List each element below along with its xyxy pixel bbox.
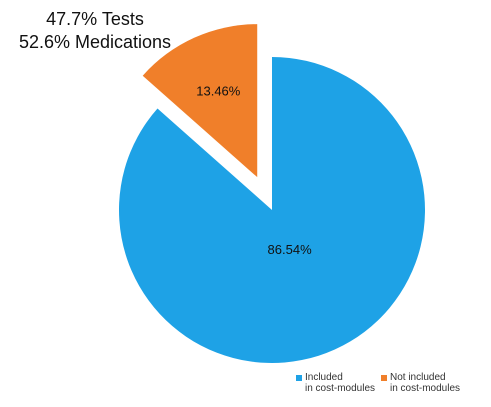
legend-label-included-line1: Included <box>305 372 343 383</box>
legend-label-not-included-line1: Not included <box>390 372 446 383</box>
pie-slice-included <box>119 57 426 363</box>
legend-label-included-line2: in cost-modules <box>305 383 376 394</box>
pie-slice-not-included <box>142 24 258 178</box>
legend-swatch-included <box>296 375 302 381</box>
legend-swatch-not-included <box>381 375 387 381</box>
data-label-not-included: 13.46% <box>196 84 241 99</box>
note-tests: 47.7% Tests <box>46 9 144 29</box>
breakdown-note: 47.7% Tests 52.6% Medications <box>0 8 190 54</box>
legend-label-not-included-line2: in cost-modules <box>390 383 461 394</box>
data-label-included: 86.54% <box>268 242 313 257</box>
note-medications: 52.6% Medications <box>18 32 172 52</box>
